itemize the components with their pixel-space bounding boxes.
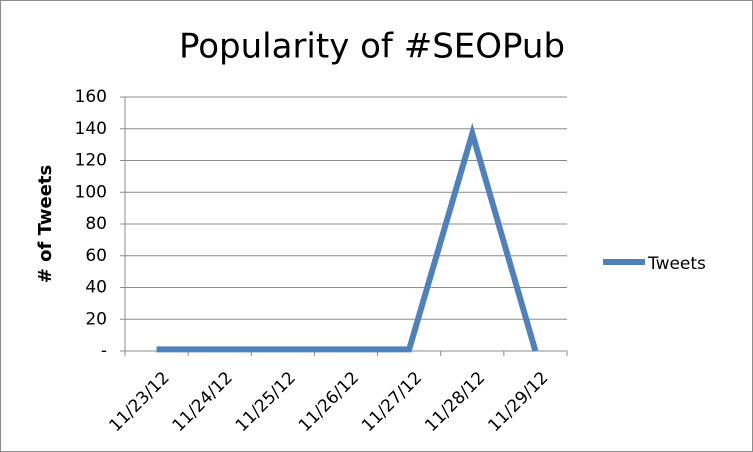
y-tick-label: 140 <box>75 119 107 139</box>
chart-title: Popularity of #SEOPub <box>179 27 565 67</box>
y-tick-label: 100 <box>75 182 107 202</box>
y-tick-label: 20 <box>85 309 107 329</box>
y-axis-label: # of Tweets <box>35 165 56 283</box>
legend-label: Tweets <box>647 254 706 274</box>
y-tick-label: 120 <box>75 151 107 171</box>
y-tick-label: 60 <box>85 246 107 266</box>
y-tick-label: - <box>101 341 107 361</box>
y-tick-label: 80 <box>85 214 107 234</box>
y-tick-label: 40 <box>85 278 107 298</box>
line-series <box>156 122 539 353</box>
y-tick-label: 160 <box>75 87 107 107</box>
